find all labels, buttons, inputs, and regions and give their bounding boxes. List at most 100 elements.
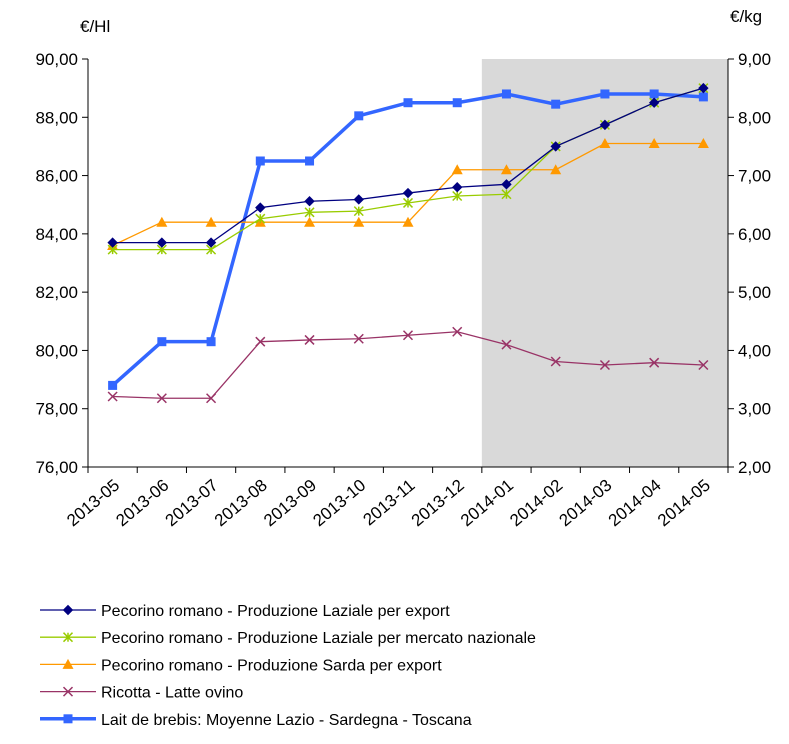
x-tick-label: 2014-05 bbox=[654, 476, 714, 531]
data-point bbox=[255, 213, 266, 224]
data-point bbox=[62, 632, 74, 643]
data-point bbox=[648, 138, 660, 149]
series-2 bbox=[107, 138, 709, 251]
x-tick-label: 2013-05 bbox=[63, 476, 123, 531]
data-point bbox=[550, 164, 562, 175]
data-point bbox=[107, 391, 118, 402]
data-point bbox=[500, 164, 512, 175]
data-point bbox=[255, 336, 266, 347]
data-point bbox=[452, 190, 463, 202]
data-point bbox=[255, 156, 265, 166]
data-point bbox=[697, 138, 709, 149]
data-point-stroke bbox=[452, 326, 463, 337]
legend-item: Pecorino romano - Produzione Sarda per e… bbox=[40, 657, 442, 674]
data-point-stroke bbox=[501, 339, 512, 350]
data-point bbox=[551, 99, 561, 109]
data-point bbox=[550, 141, 561, 152]
data-point bbox=[501, 339, 512, 350]
x-tick-labels: 2013-052013-062013-072013-082013-092013-… bbox=[63, 476, 714, 531]
legend-item: Ricotta - Latte ovino bbox=[40, 685, 243, 702]
data-point bbox=[108, 380, 118, 390]
left-tick-label: 90,00 bbox=[35, 50, 78, 69]
data-point bbox=[304, 196, 315, 207]
data-point bbox=[452, 326, 463, 337]
x-tick-label: 2014-04 bbox=[605, 476, 665, 531]
data-point-stroke bbox=[402, 330, 414, 341]
legend: Pecorino romano - Produzione Laziale per… bbox=[40, 603, 536, 729]
right-tick-label: 4,00 bbox=[738, 341, 771, 360]
data-point bbox=[452, 182, 463, 193]
data-point bbox=[501, 189, 512, 200]
x-tick-label: 2013-11 bbox=[360, 476, 419, 530]
data-point bbox=[305, 156, 315, 166]
left-tick-label: 78,00 bbox=[35, 400, 78, 419]
data-point bbox=[157, 337, 167, 347]
left-tick-label: 80,00 bbox=[35, 341, 78, 360]
left-tick-label: 76,00 bbox=[35, 458, 78, 477]
data-point bbox=[402, 187, 414, 199]
data-point bbox=[649, 357, 660, 368]
data-point bbox=[353, 216, 365, 227]
data-point-stroke bbox=[255, 336, 266, 347]
data-point bbox=[255, 202, 266, 213]
data-point bbox=[698, 82, 709, 94]
data-point bbox=[156, 393, 167, 404]
data-point bbox=[698, 359, 709, 371]
right-axis-unit: €/kg bbox=[730, 7, 762, 26]
right-tick-label: 9,00 bbox=[738, 50, 771, 69]
data-point-stroke bbox=[62, 686, 74, 697]
x-tick-label: 2013-07 bbox=[162, 476, 222, 531]
data-point bbox=[402, 216, 414, 227]
data-point bbox=[698, 92, 708, 102]
data-point bbox=[107, 237, 118, 248]
data-point bbox=[304, 207, 315, 218]
data-point bbox=[304, 216, 316, 227]
left-tick-label: 86,00 bbox=[35, 167, 78, 186]
left-tick-label: 88,00 bbox=[35, 108, 78, 127]
series-4 bbox=[108, 89, 708, 390]
data-point-stroke bbox=[698, 359, 709, 371]
data-point bbox=[206, 393, 217, 404]
left-tick-label: 82,00 bbox=[35, 283, 78, 302]
legend-item: Pecorino romano - Produzione Laziale per… bbox=[40, 603, 450, 620]
data-point bbox=[62, 658, 74, 669]
data-point-stroke bbox=[599, 359, 610, 371]
data-point-stroke bbox=[206, 393, 217, 404]
data-point bbox=[205, 216, 217, 227]
data-point bbox=[353, 333, 364, 344]
data-point-stroke bbox=[649, 357, 660, 368]
legend-label: Pecorino romano - Produzione Laziale per… bbox=[101, 603, 450, 620]
data-point bbox=[550, 356, 561, 367]
left-axis-unit: €/Hl bbox=[80, 17, 110, 36]
data-point-stroke bbox=[107, 391, 118, 402]
right-tick-label: 8,00 bbox=[738, 108, 771, 127]
data-point bbox=[501, 179, 512, 190]
data-point bbox=[501, 89, 511, 99]
legend-label: Ricotta - Latte ovino bbox=[101, 685, 243, 702]
right-tick-label: 2,00 bbox=[738, 458, 771, 477]
legend-label: Pecorino romano - Produzione Sarda per e… bbox=[101, 657, 442, 674]
data-point bbox=[353, 206, 364, 217]
data-point bbox=[63, 714, 73, 724]
series-group bbox=[107, 82, 709, 404]
data-point bbox=[599, 119, 611, 131]
x-tick-label: 2013-06 bbox=[112, 476, 172, 531]
data-point bbox=[205, 237, 217, 248]
x-tick-label: 2013-09 bbox=[260, 476, 320, 531]
data-point bbox=[648, 97, 660, 108]
data-point bbox=[452, 98, 462, 108]
data-point-stroke bbox=[304, 334, 315, 345]
data-point bbox=[353, 194, 364, 205]
data-point-stroke bbox=[550, 356, 561, 367]
data-point bbox=[599, 359, 610, 371]
right-tick-label: 7,00 bbox=[738, 167, 771, 186]
x-tick-label: 2013-10 bbox=[309, 476, 369, 531]
data-point bbox=[402, 197, 414, 208]
data-point bbox=[354, 111, 364, 121]
data-point bbox=[156, 216, 168, 227]
right-tick-label: 5,00 bbox=[738, 283, 771, 302]
x-tick-label: 2013-08 bbox=[211, 476, 271, 531]
x-tick-label: 2014-02 bbox=[506, 476, 566, 531]
data-point bbox=[451, 164, 463, 175]
